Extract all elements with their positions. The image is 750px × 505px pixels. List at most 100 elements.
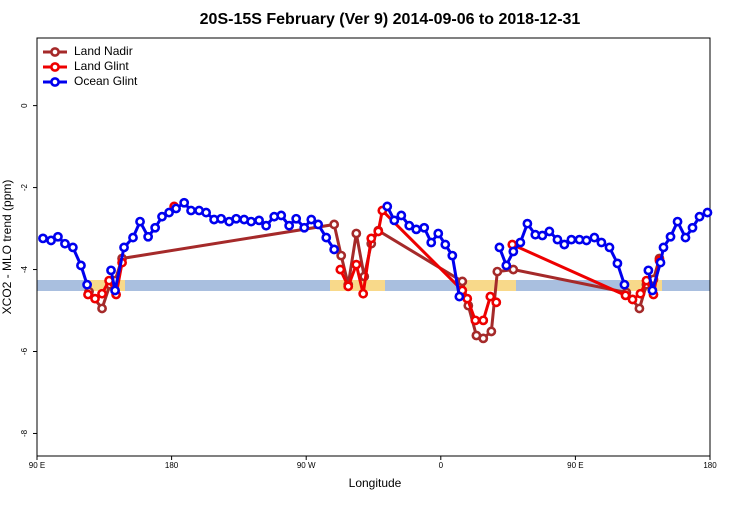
point bbox=[382, 201, 393, 212]
point bbox=[231, 213, 242, 224]
point bbox=[433, 228, 444, 239]
point bbox=[336, 250, 347, 261]
point bbox=[396, 210, 407, 221]
point bbox=[485, 291, 496, 302]
point bbox=[373, 226, 384, 237]
legend-marker bbox=[50, 62, 60, 72]
y-tick-label: -4 bbox=[20, 265, 29, 273]
point bbox=[627, 294, 638, 305]
series-line bbox=[87, 207, 661, 322]
point bbox=[454, 291, 465, 302]
point bbox=[440, 239, 451, 250]
point bbox=[106, 265, 116, 276]
point bbox=[60, 238, 70, 249]
point bbox=[492, 266, 503, 277]
x-tick-label: 90 E bbox=[29, 461, 45, 470]
point bbox=[680, 232, 691, 243]
point bbox=[544, 226, 555, 237]
legend-label: Ocean Glint bbox=[74, 74, 138, 88]
point bbox=[46, 235, 56, 246]
point bbox=[335, 264, 346, 275]
legend-marker bbox=[50, 47, 60, 57]
point bbox=[470, 315, 481, 326]
point bbox=[634, 303, 645, 314]
point bbox=[522, 218, 533, 229]
point bbox=[254, 215, 264, 226]
point bbox=[143, 231, 154, 242]
point bbox=[447, 250, 458, 261]
point bbox=[76, 260, 86, 271]
point bbox=[655, 257, 666, 268]
point bbox=[83, 289, 93, 300]
point bbox=[478, 315, 489, 326]
point bbox=[110, 285, 120, 296]
point bbox=[672, 216, 683, 227]
point bbox=[306, 214, 317, 225]
point bbox=[537, 230, 548, 241]
point bbox=[97, 288, 107, 299]
plot-frame bbox=[36, 37, 711, 457]
point bbox=[647, 285, 658, 296]
point bbox=[494, 242, 505, 253]
point bbox=[702, 207, 713, 218]
land-band bbox=[330, 280, 385, 291]
point bbox=[643, 265, 654, 276]
point bbox=[508, 246, 519, 257]
point bbox=[67, 242, 78, 253]
point bbox=[411, 224, 422, 235]
point bbox=[486, 326, 497, 337]
point bbox=[491, 297, 502, 308]
x-tick-label: 90 W bbox=[297, 461, 316, 470]
point bbox=[604, 242, 615, 253]
point bbox=[508, 264, 519, 275]
point bbox=[216, 213, 227, 224]
land-band bbox=[458, 280, 516, 291]
point bbox=[620, 290, 631, 301]
point bbox=[501, 260, 512, 271]
point bbox=[261, 220, 272, 231]
point bbox=[389, 215, 400, 226]
point bbox=[164, 207, 174, 218]
point bbox=[478, 333, 489, 344]
y-axis-label: XCO2 - MLO trend (ppm) bbox=[0, 180, 14, 315]
point bbox=[426, 237, 437, 248]
point bbox=[284, 220, 295, 231]
point bbox=[343, 281, 354, 292]
point bbox=[313, 219, 324, 230]
point bbox=[596, 237, 607, 248]
point bbox=[201, 207, 212, 218]
point bbox=[351, 228, 362, 239]
point bbox=[566, 234, 577, 245]
point bbox=[658, 242, 669, 253]
point bbox=[157, 211, 167, 222]
point bbox=[150, 222, 161, 233]
legend-label: Land Glint bbox=[74, 59, 129, 73]
point bbox=[276, 210, 287, 221]
y-tick-label: 0 bbox=[20, 103, 29, 108]
point bbox=[119, 242, 129, 253]
point bbox=[291, 213, 302, 224]
point bbox=[299, 222, 310, 233]
point bbox=[246, 216, 257, 227]
y-tick-label: -8 bbox=[20, 429, 29, 437]
point bbox=[589, 232, 600, 243]
point bbox=[171, 203, 181, 214]
point bbox=[619, 279, 630, 290]
point bbox=[694, 211, 705, 222]
point bbox=[179, 197, 190, 208]
x-tick-label: 0 bbox=[439, 461, 444, 470]
point bbox=[515, 237, 526, 248]
point bbox=[419, 222, 430, 233]
point bbox=[321, 232, 332, 243]
point bbox=[457, 276, 468, 287]
point bbox=[404, 220, 415, 231]
point bbox=[366, 233, 377, 244]
point bbox=[612, 258, 623, 269]
x-tick-label: 180 bbox=[703, 461, 717, 470]
point bbox=[38, 233, 48, 244]
y-tick-label: -2 bbox=[20, 183, 29, 191]
point bbox=[329, 219, 340, 230]
point bbox=[329, 244, 340, 255]
point bbox=[687, 222, 698, 233]
